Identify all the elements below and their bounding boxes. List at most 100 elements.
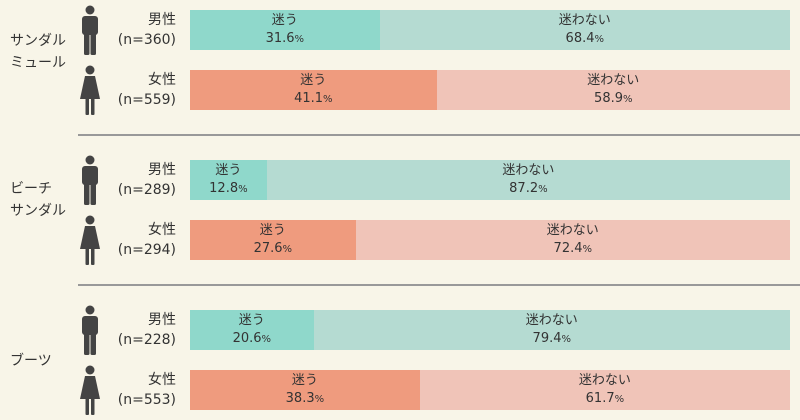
percent-sign: %	[538, 184, 548, 195]
value-number: 41.1	[294, 91, 324, 106]
segment-label: 迷わない	[558, 13, 611, 28]
segment-label: 迷わない	[546, 223, 599, 238]
percent-sign: %	[561, 334, 572, 345]
male-icon	[82, 5, 98, 55]
gender-label: 男性 (n=289)	[104, 160, 176, 200]
male-icon	[82, 305, 98, 355]
gender-name: 男性	[148, 312, 176, 328]
female-icon	[78, 215, 102, 265]
segment-label: 迷わない	[578, 373, 631, 388]
segment-label: 迷う	[291, 373, 318, 388]
percent-sign: %	[294, 34, 305, 45]
male-icon	[78, 305, 102, 355]
gender-label: 男性 (n=360)	[104, 10, 176, 50]
segment-value: 41.1%	[190, 90, 437, 109]
sample-size: (n=559)	[117, 92, 176, 108]
segment-label: 迷う	[271, 13, 298, 28]
gender-label: 男性 (n=228)	[104, 310, 176, 350]
segment-label: 迷う	[238, 313, 265, 328]
percent-sign: %	[594, 34, 605, 45]
male-icon	[78, 5, 102, 55]
segment-label: 迷う	[300, 73, 327, 88]
value-number: 38.3	[285, 391, 315, 406]
value-number: 68.4	[565, 31, 595, 46]
segment-value: 87.2%	[267, 180, 790, 199]
female-icon	[80, 215, 100, 265]
sample-size: (n=553)	[117, 392, 176, 408]
segment-value: 12.8%	[190, 180, 267, 199]
gender-name: 女性	[148, 372, 176, 388]
gender-label: 女性 (n=294)	[104, 220, 176, 260]
sample-size: (n=228)	[117, 332, 176, 348]
percent-sign: %	[314, 394, 325, 405]
segment-value: 38.3%	[190, 390, 420, 409]
category-label: サンダル ミュール	[10, 33, 66, 71]
value-number: 31.6	[265, 31, 295, 46]
bar-segment-no: 迷わない 61.7%	[419, 370, 790, 410]
female-icon	[78, 65, 102, 115]
segment-label: 迷う	[215, 163, 242, 178]
stacked-bar: 迷う 27.6% 迷わない 72.4%	[190, 220, 790, 260]
bar-segment-no: 迷わない 72.4%	[355, 220, 790, 260]
stacked-bar: 迷う 20.6% 迷わない 79.4%	[190, 310, 790, 350]
percent-sign: %	[261, 334, 272, 345]
bar-segment-yes: 迷う 41.1%	[190, 70, 437, 110]
sample-size: (n=289)	[117, 182, 176, 198]
segment-value: 79.4%	[314, 330, 790, 349]
value-number: 61.7	[585, 391, 615, 406]
segment-value: 61.7%	[420, 390, 790, 409]
segment-value: 20.6%	[190, 330, 314, 349]
segment-value: 68.4%	[380, 30, 790, 49]
female-icon	[78, 365, 102, 415]
male-icon	[82, 155, 98, 205]
stacked-bar: 迷う 12.8% 迷わない 87.2%	[190, 160, 790, 200]
bar-segment-no: 迷わない 58.9%	[436, 70, 790, 110]
value-number: 87.2	[509, 181, 539, 196]
segment-label: 迷わない	[525, 313, 578, 328]
segment-value: 31.6%	[190, 30, 380, 49]
value-number: 79.4	[532, 331, 562, 346]
value-number: 27.6	[253, 241, 283, 256]
category-group: ビーチ サンダル 男性 (n=289) 迷う 12.8% 迷わない 87.2% 女性 (n=29…	[0, 155, 800, 265]
bar-row: 男性 (n=360) 迷う 31.6% 迷わない 68.4%	[0, 5, 800, 55]
bar-segment-yes: 迷う 31.6%	[190, 10, 380, 50]
category-label: ブーツ	[10, 353, 52, 369]
stacked-bar: 迷う 31.6% 迷わない 68.4%	[190, 10, 790, 50]
bar-segment-yes: 迷う 12.8%	[190, 160, 267, 200]
percent-sign: %	[282, 244, 293, 255]
value-number: 20.6	[232, 331, 262, 346]
bar-segment-yes: 迷う 27.6%	[190, 220, 356, 260]
segment-value: 58.9%	[437, 90, 790, 109]
sample-size: (n=360)	[117, 32, 176, 48]
gender-name: 女性	[148, 222, 176, 238]
male-icon	[78, 155, 102, 205]
stacked-bar: 迷う 41.1% 迷わない 58.9%	[190, 70, 790, 110]
bar-row: 男性 (n=289) 迷う 12.8% 迷わない 87.2%	[0, 155, 800, 205]
percent-sign: %	[623, 94, 633, 105]
percent-sign: %	[238, 184, 248, 195]
stacked-bar: 迷う 38.3% 迷わない 61.7%	[190, 370, 790, 410]
value-number: 72.4	[553, 241, 583, 256]
segment-label: 迷わない	[502, 163, 555, 178]
bar-segment-no: 迷わない 68.4%	[379, 10, 790, 50]
segment-label: 迷わない	[587, 73, 640, 88]
segment-value: 72.4%	[356, 240, 790, 259]
percent-sign: %	[614, 394, 625, 405]
percent-sign: %	[582, 244, 593, 255]
bar-row: 男性 (n=228) 迷う 20.6% 迷わない 79.4%	[0, 305, 800, 355]
gender-name: 女性	[148, 72, 176, 88]
female-icon	[80, 65, 100, 115]
gender-label: 女性 (n=553)	[104, 370, 176, 410]
gender-name: 男性	[148, 162, 176, 178]
gender-label: 女性 (n=559)	[104, 70, 176, 110]
value-number: 58.9	[594, 91, 623, 106]
segment-label: 迷う	[259, 223, 286, 238]
gender-name: 男性	[148, 12, 176, 28]
bar-row: 女性 (n=294) 迷う 27.6% 迷わない 72.4%	[0, 215, 800, 265]
group-divider	[78, 134, 800, 136]
category-label: ビーチ サンダル	[10, 181, 66, 219]
bar-row: 女性 (n=559) 迷う 41.1% 迷わない 58.9%	[0, 65, 800, 115]
group-divider	[78, 284, 800, 286]
segment-value: 27.6%	[190, 240, 356, 259]
